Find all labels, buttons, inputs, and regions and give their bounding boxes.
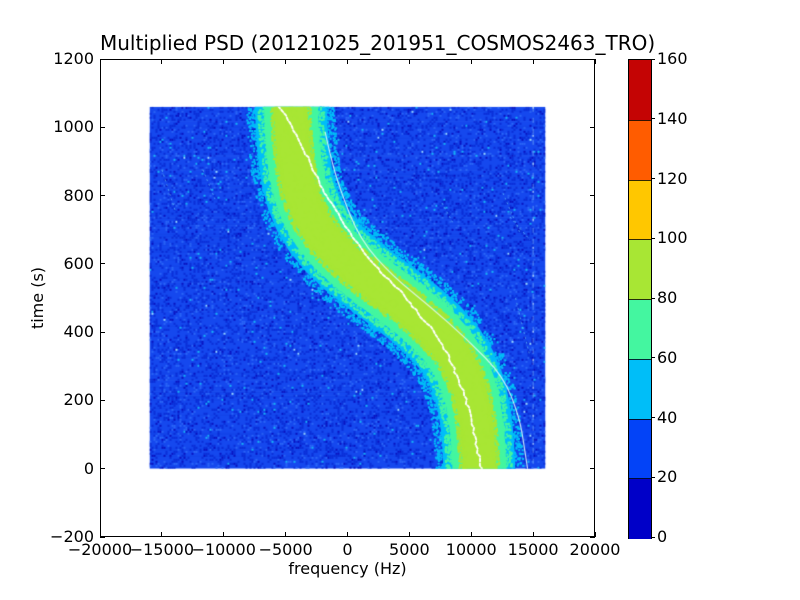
colorbar-tick-mark (651, 536, 655, 538)
x-tick-label: −15000 (129, 540, 195, 559)
y-tick-mark (590, 536, 595, 538)
colorbar-tick-mark (651, 58, 655, 60)
colorbar (628, 59, 652, 539)
x-tick-label: 10000 (445, 540, 497, 559)
x-tick-mark (532, 532, 534, 537)
x-tick-label: 15000 (507, 540, 559, 559)
y-tick-label: 400 (63, 322, 94, 342)
plot-title: Multiplied PSD (20121025_201951_COSMOS24… (100, 31, 656, 55)
heatmap-canvas (100, 59, 595, 537)
colorbar-tick-mark (651, 178, 655, 179)
x-tick-mark (161, 532, 163, 537)
y-tick-label: 1000 (53, 117, 94, 137)
x-tick-label: −10000 (191, 540, 256, 559)
x-tick-label: 5000 (389, 540, 430, 559)
y-tick-mark (100, 468, 105, 470)
colorbar-tick-label: 140 (657, 108, 688, 128)
colorbar-tick-label: 160 (657, 49, 688, 68)
colorbar-tick-label: 120 (657, 168, 688, 188)
y-tick-mark (590, 331, 595, 333)
colorbar-boundary (629, 418, 651, 420)
colorbar-segment (629, 358, 651, 419)
y-tick-label: −200 (50, 527, 94, 546)
colorbar-tick-label: 20 (657, 467, 678, 487)
colorbar-tick-label: 100 (657, 228, 688, 248)
colorbar-tick-label: 60 (657, 347, 678, 367)
colorbar-boundary (629, 119, 651, 121)
colorbar-segment (629, 60, 651, 121)
y-tick-mark (590, 126, 595, 128)
x-axis-label: frequency (Hz) (288, 559, 407, 578)
colorbar-segment (629, 239, 651, 300)
colorbar-tick-label: 40 (657, 407, 678, 427)
y-tick-label: 200 (63, 390, 94, 410)
colorbar-segment (629, 478, 651, 539)
colorbar-boundary (629, 239, 651, 241)
colorbar-segment (629, 119, 651, 180)
colorbar-boundary (629, 478, 651, 480)
y-tick-label: 600 (63, 253, 94, 273)
y-tick-mark (100, 399, 105, 401)
y-tick-mark (590, 468, 595, 470)
y-tick-label: 800 (63, 185, 94, 205)
colorbar-tick-label: 0 (657, 527, 668, 546)
x-tick-mark (347, 532, 348, 537)
y-tick-label: 1200 (53, 49, 94, 68)
x-tick-mark (285, 532, 287, 537)
y-axis-label: time (s) (28, 266, 47, 330)
colorbar-tick-mark (651, 237, 655, 239)
x-tick-mark (470, 59, 472, 64)
y-tick-mark (100, 536, 105, 538)
colorbar-segment (629, 179, 651, 240)
y-tick-mark (100, 195, 105, 197)
x-tick-mark (223, 532, 225, 537)
x-tick-label: 0 (342, 540, 353, 559)
colorbar-tick-label: 80 (657, 288, 678, 307)
colorbar-boundary (629, 299, 651, 300)
x-tick-label: 20000 (569, 540, 621, 559)
colorbar-tick-mark (651, 118, 655, 120)
x-tick-mark (99, 59, 101, 64)
y-tick-mark (590, 195, 595, 197)
x-tick-mark (285, 59, 287, 64)
axes-frame (100, 59, 595, 537)
y-tick-label: 0 (83, 458, 94, 478)
colorbar-tick-mark (651, 476, 655, 478)
x-tick-label: −5000 (258, 540, 313, 559)
y-tick-mark (100, 126, 105, 128)
x-tick-mark (532, 59, 534, 64)
colorbar-tick-mark (651, 297, 655, 299)
x-tick-mark (347, 59, 348, 64)
x-tick-mark (223, 59, 225, 64)
y-tick-mark (590, 263, 595, 265)
x-tick-mark (594, 532, 596, 537)
x-tick-mark (99, 532, 101, 537)
colorbar-boundary (629, 179, 651, 181)
colorbar-segment (629, 418, 651, 479)
colorbar-tick-mark (651, 417, 655, 418)
y-tick-mark (100, 263, 105, 265)
colorbar-segment (629, 299, 651, 360)
y-tick-mark (100, 58, 105, 60)
x-tick-mark (470, 532, 472, 537)
colorbar-tick-mark (651, 357, 655, 359)
x-tick-mark (408, 59, 410, 64)
x-tick-mark (161, 59, 163, 64)
y-tick-mark (590, 399, 595, 401)
x-tick-label: −20000 (67, 540, 133, 559)
y-tick-mark (590, 58, 595, 60)
colorbar-boundary (629, 358, 651, 360)
y-tick-mark (100, 331, 105, 333)
x-tick-mark (408, 532, 410, 537)
x-tick-mark (594, 59, 596, 64)
